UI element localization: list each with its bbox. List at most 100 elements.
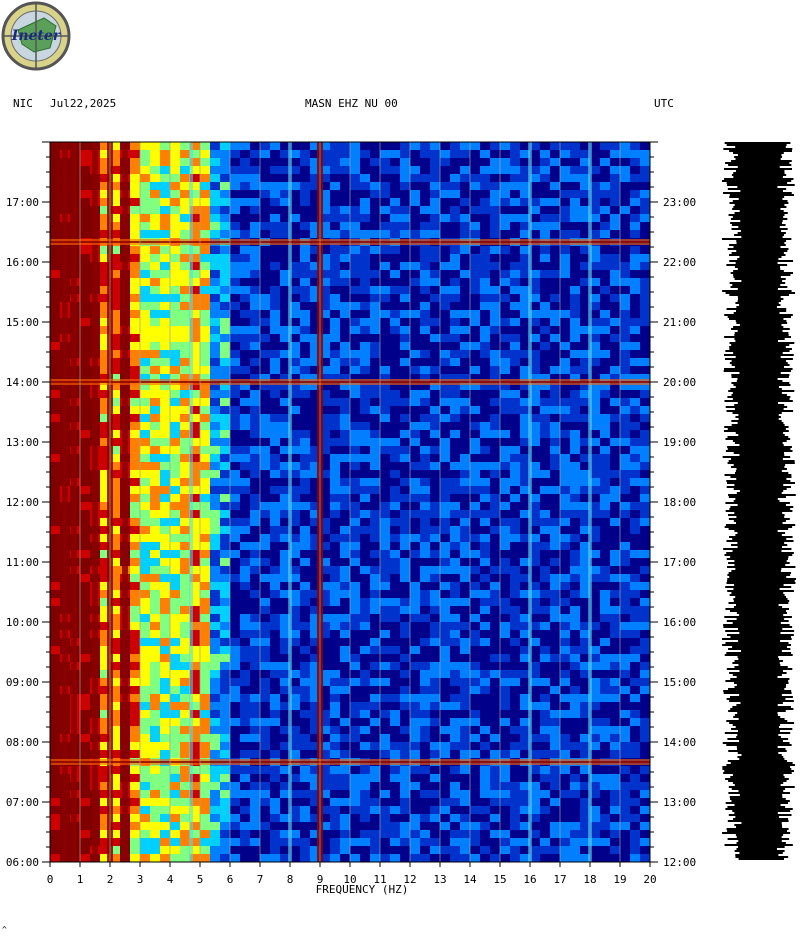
spectrogram-cell bbox=[320, 702, 330, 710]
spectrogram-cell bbox=[410, 614, 420, 622]
spectrogram-cell bbox=[450, 790, 460, 798]
spectrogram-cell bbox=[180, 222, 190, 230]
spectrogram-cell bbox=[530, 630, 540, 638]
spectrogram-cell bbox=[300, 742, 310, 750]
spectrogram-cell bbox=[610, 430, 620, 438]
spectrogram-cell bbox=[390, 638, 400, 646]
spectrogram-cell bbox=[450, 382, 460, 390]
spectrogram-cell bbox=[100, 678, 110, 686]
spectrogram-cell bbox=[280, 310, 290, 318]
spectrogram-cell bbox=[320, 246, 330, 254]
spectrogram-cell bbox=[610, 158, 620, 166]
spectrogram-cell bbox=[500, 206, 510, 214]
spectrogram-cell bbox=[610, 590, 620, 598]
spectrogram-cell bbox=[110, 142, 120, 150]
spectrogram-cell bbox=[490, 646, 500, 654]
spectrogram-cell bbox=[470, 518, 480, 526]
spectrogram-cell bbox=[290, 334, 300, 342]
spectrogram-cell bbox=[420, 646, 430, 654]
spectrogram-cell bbox=[200, 718, 210, 726]
spectrogram-cell bbox=[350, 766, 360, 774]
spectrogram-cell bbox=[310, 630, 320, 638]
spectrogram-cell bbox=[250, 166, 260, 174]
spectrogram-cell bbox=[600, 686, 610, 694]
spectrogram-cell bbox=[560, 742, 570, 750]
spectrogram-cell bbox=[100, 502, 110, 510]
spectrogram-cell bbox=[620, 174, 630, 182]
spectrogram-cell bbox=[320, 646, 330, 654]
spectrogram-cell bbox=[480, 542, 490, 550]
spectrogram-cell bbox=[270, 670, 280, 678]
spectrogram-cell bbox=[450, 446, 460, 454]
spectrogram-cell bbox=[530, 710, 540, 718]
spectrogram-cell bbox=[450, 622, 460, 630]
spectrogram-cell bbox=[470, 590, 480, 598]
spectrogram-cell bbox=[210, 494, 220, 502]
spectrogram-cell bbox=[360, 214, 370, 222]
spectrogram-cell bbox=[640, 478, 650, 486]
spectrogram-cell bbox=[270, 142, 280, 150]
spectrogram-cell bbox=[380, 638, 390, 646]
spectrogram-cell bbox=[380, 726, 390, 734]
spectrogram-cell bbox=[560, 158, 570, 166]
spectrogram-cell bbox=[310, 726, 320, 734]
spectrogram-cell bbox=[350, 470, 360, 478]
spectrogram-cell bbox=[460, 462, 470, 470]
spectrogram-cell bbox=[480, 334, 490, 342]
spectrogram-cell bbox=[600, 614, 610, 622]
spectrogram-cell bbox=[400, 494, 410, 502]
spectrogram-cell bbox=[380, 558, 390, 566]
spectrogram-cell bbox=[500, 638, 510, 646]
spectrogram-cell bbox=[300, 470, 310, 478]
spectrogram-cell bbox=[280, 438, 290, 446]
spectrogram-cell bbox=[230, 286, 240, 294]
spectrogram-cell bbox=[490, 686, 500, 694]
spectrogram-cell bbox=[470, 630, 480, 638]
spectrogram-cell bbox=[200, 190, 210, 198]
spectrogram-cell bbox=[360, 406, 370, 414]
spectrogram-cell bbox=[530, 646, 540, 654]
spectrogram-cell bbox=[200, 478, 210, 486]
spectrogram-cell bbox=[440, 454, 450, 462]
spectrogram-cell bbox=[480, 182, 490, 190]
spectrogram-cell bbox=[450, 694, 460, 702]
spectrogram-cell bbox=[460, 598, 470, 606]
spectrogram-cell bbox=[330, 718, 340, 726]
spectrogram-cell bbox=[280, 150, 290, 158]
spectrogram-cell bbox=[610, 230, 620, 238]
spectrogram-cell bbox=[350, 622, 360, 630]
spectrogram-cell bbox=[500, 470, 510, 478]
spectrogram-cell bbox=[500, 566, 510, 574]
spectrogram-cell bbox=[140, 686, 150, 694]
spectrogram-cell bbox=[530, 558, 540, 566]
spectrogram-cell bbox=[300, 262, 310, 270]
spectrogram-cell bbox=[310, 286, 320, 294]
spectrogram-cell bbox=[600, 182, 610, 190]
spectrogram-cell bbox=[300, 294, 310, 302]
spectrogram-cell bbox=[140, 414, 150, 422]
spectrogram-cell bbox=[140, 374, 150, 382]
spectrogram-cell bbox=[520, 422, 530, 430]
spectrogram-cell bbox=[360, 222, 370, 230]
spectrogram-cell bbox=[490, 518, 500, 526]
spectrogram-cell bbox=[230, 390, 240, 398]
spectrogram-cell bbox=[570, 582, 580, 590]
spectrogram-cell bbox=[250, 270, 260, 278]
spectrogram-cell bbox=[240, 278, 250, 286]
spectrogram-cell bbox=[300, 166, 310, 174]
spectrogram-cell bbox=[280, 630, 290, 638]
spectrogram-cell bbox=[130, 654, 140, 662]
spectrogram-cell bbox=[290, 534, 300, 542]
spectrogram-cell bbox=[250, 310, 260, 318]
spectrogram-cell bbox=[170, 390, 180, 398]
spectrogram-cell bbox=[260, 550, 270, 558]
spectrogram-cell bbox=[580, 638, 590, 646]
spectrogram-cell bbox=[290, 742, 300, 750]
spectrogram-cell bbox=[560, 574, 570, 582]
spectrogram-cell bbox=[590, 270, 600, 278]
spectrogram-cell bbox=[430, 542, 440, 550]
spectrogram-cell bbox=[600, 166, 610, 174]
spectrogram-cell bbox=[590, 686, 600, 694]
spectrogram-cell bbox=[220, 414, 230, 422]
spectrogram-cell bbox=[540, 286, 550, 294]
